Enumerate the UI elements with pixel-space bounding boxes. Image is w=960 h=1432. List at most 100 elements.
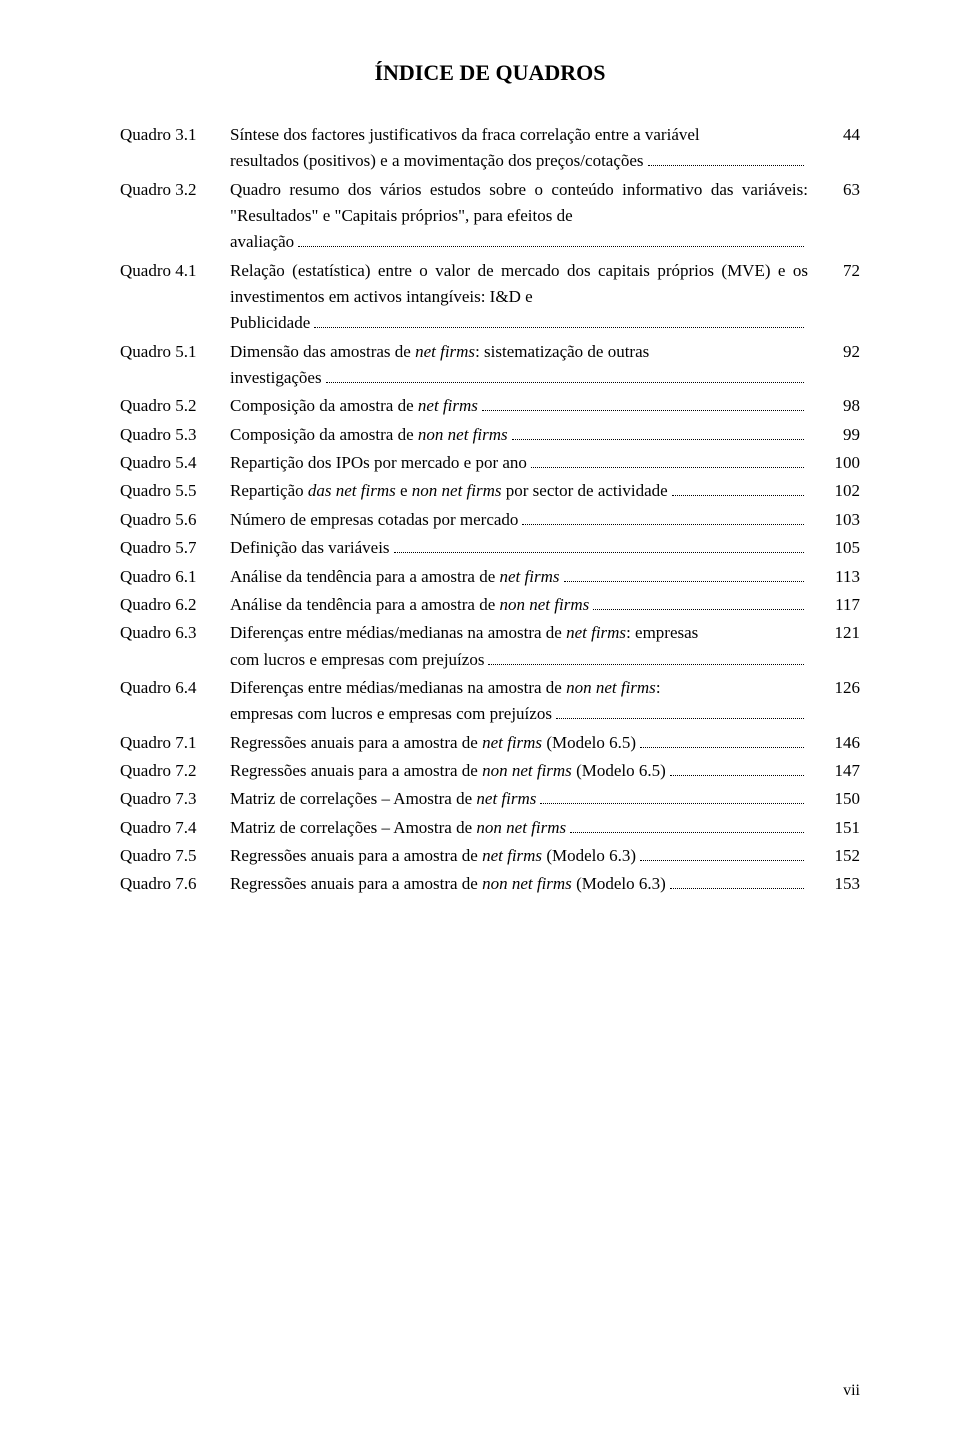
entry-desc-last: investigações [230,365,322,391]
entry-page: 103 [818,507,860,533]
dot-leader [394,537,804,553]
entry-desc-last: avaliação [230,229,294,255]
entry-label: Quadro 6.4 [120,675,230,701]
entry-desc-pre: Relação (estatística) entre o valor de m… [230,258,808,311]
entry-description: Matriz de correlações – Amostra de net f… [230,786,818,812]
toc-entry: Quadro 6.3Diferenças entre médias/median… [120,620,860,673]
entry-description: Número de empresas cotadas por mercado [230,507,818,533]
entry-desc-pre: Síntese dos factores justificativos da f… [230,122,808,148]
entry-description: Composição da amostra de non net firms [230,422,818,448]
toc-entry: Quadro 6.4Diferenças entre médias/median… [120,675,860,728]
toc-entry: Quadro 6.2Análise da tendência para a am… [120,592,860,618]
toc-entry: Quadro 7.5Regressões anuais para a amost… [120,843,860,869]
entry-description: Dimensão das amostras de net firms: sist… [230,339,818,392]
toc-entry: Quadro 5.4Repartição dos IPOs por mercad… [120,450,860,476]
toc-entry: Quadro 4.1Relação (estatística) entre o … [120,258,860,337]
dot-leader [531,452,804,468]
entry-description: Repartição dos IPOs por mercado e por an… [230,450,818,476]
entry-label: Quadro 5.2 [120,393,230,419]
entry-label: Quadro 3.1 [120,122,230,148]
entry-label: Quadro 6.3 [120,620,230,646]
entry-desc-last: Repartição das net firms e non net firms… [230,478,668,504]
entry-label: Quadro 6.2 [120,592,230,618]
dot-leader [298,231,804,247]
entry-description: Regressões anuais para a amostra de net … [230,843,818,869]
entry-page: 98 [818,393,860,419]
page-title: ÍNDICE DE QUADROS [120,60,860,86]
dot-leader [314,312,804,328]
entry-desc-last: Composição da amostra de non net firms [230,422,508,448]
dot-leader [522,509,804,525]
entry-label: Quadro 5.5 [120,478,230,504]
entry-desc-last: Regressões anuais para a amostra de non … [230,871,666,897]
toc-entry: Quadro 7.3Matriz de correlações – Amostr… [120,786,860,812]
entry-label: Quadro 5.1 [120,339,230,365]
dot-leader [482,395,804,411]
entry-page: 100 [818,450,860,476]
entry-page: 63 [818,177,860,203]
entry-label: Quadro 7.3 [120,786,230,812]
toc-entry: Quadro 7.1Regressões anuais para a amost… [120,730,860,756]
entry-desc-pre: Diferenças entre médias/medianas na amos… [230,620,808,646]
entry-page: 72 [818,258,860,284]
entry-page: 153 [818,871,860,897]
toc-entry: Quadro 5.5Repartição das net firms e non… [120,478,860,504]
dot-leader [512,423,804,439]
entry-page: 117 [818,592,860,618]
entry-desc-last: Composição da amostra de net firms [230,393,478,419]
entry-label: Quadro 7.4 [120,815,230,841]
toc-entry: Quadro 3.1Síntese dos factores justifica… [120,122,860,175]
entry-desc-last: Repartição dos IPOs por mercado e por an… [230,450,527,476]
toc-entry: Quadro 5.7Definição das variáveis105 [120,535,860,561]
entry-page: 147 [818,758,860,784]
entry-description: Análise da tendência para a amostra de n… [230,592,818,618]
entry-description: Regressões anuais para a amostra de non … [230,871,818,897]
entry-desc-last: empresas com lucros e empresas com preju… [230,701,552,727]
toc-list: Quadro 3.1Síntese dos factores justifica… [120,122,860,898]
toc-entry: Quadro 7.4Matriz de correlações – Amostr… [120,815,860,841]
dot-leader [670,873,804,889]
entry-description: Composição da amostra de net firms [230,393,818,419]
entry-desc-pre: Quadro resumo dos vários estudos sobre o… [230,177,808,230]
entry-label: Quadro 5.4 [120,450,230,476]
dot-leader [540,788,804,804]
entry-description: Síntese dos factores justificativos da f… [230,122,818,175]
dot-leader [593,594,804,610]
entry-description: Regressões anuais para a amostra de non … [230,758,818,784]
entry-label: Quadro 7.6 [120,871,230,897]
entry-desc-last: Matriz de correlações – Amostra de non n… [230,815,566,841]
entry-desc-last: Número de empresas cotadas por mercado [230,507,518,533]
entry-page: 146 [818,730,860,756]
entry-description: Relação (estatística) entre o valor de m… [230,258,818,337]
entry-description: Diferenças entre médias/medianas na amos… [230,675,818,728]
entry-desc-last: com lucros e empresas com prejuízos [230,647,484,673]
dot-leader [556,703,804,719]
toc-entry: Quadro 5.2Composição da amostra de net f… [120,393,860,419]
toc-entry: Quadro 5.3Composição da amostra de non n… [120,422,860,448]
entry-page: 102 [818,478,860,504]
toc-entry: Quadro 7.6Regressões anuais para a amost… [120,871,860,897]
dot-leader [488,648,804,664]
toc-entry: Quadro 3.2Quadro resumo dos vários estud… [120,177,860,256]
toc-entry: Quadro 7.2Regressões anuais para a amost… [120,758,860,784]
entry-page: 44 [818,122,860,148]
entry-label: Quadro 7.2 [120,758,230,784]
entry-desc-last: Definição das variáveis [230,535,390,561]
page-number-footer: vii [843,1382,860,1400]
entry-description: Análise da tendência para a amostra de n… [230,564,818,590]
entry-page: 121 [818,620,860,646]
entry-desc-last: Publicidade [230,310,310,336]
entry-desc-last: resultados (positivos) e a movimentação … [230,148,644,174]
entry-label: Quadro 6.1 [120,564,230,590]
entry-page: 150 [818,786,860,812]
dot-leader [640,731,804,747]
entry-desc-last: Análise da tendência para a amostra de n… [230,592,589,618]
entry-page: 126 [818,675,860,701]
dot-leader [672,480,804,496]
entry-description: Matriz de correlações – Amostra de non n… [230,815,818,841]
entry-desc-pre: Diferenças entre médias/medianas na amos… [230,675,808,701]
entry-page: 105 [818,535,860,561]
entry-label: Quadro 3.2 [120,177,230,203]
entry-description: Regressões anuais para a amostra de net … [230,730,818,756]
entry-label: Quadro 5.6 [120,507,230,533]
